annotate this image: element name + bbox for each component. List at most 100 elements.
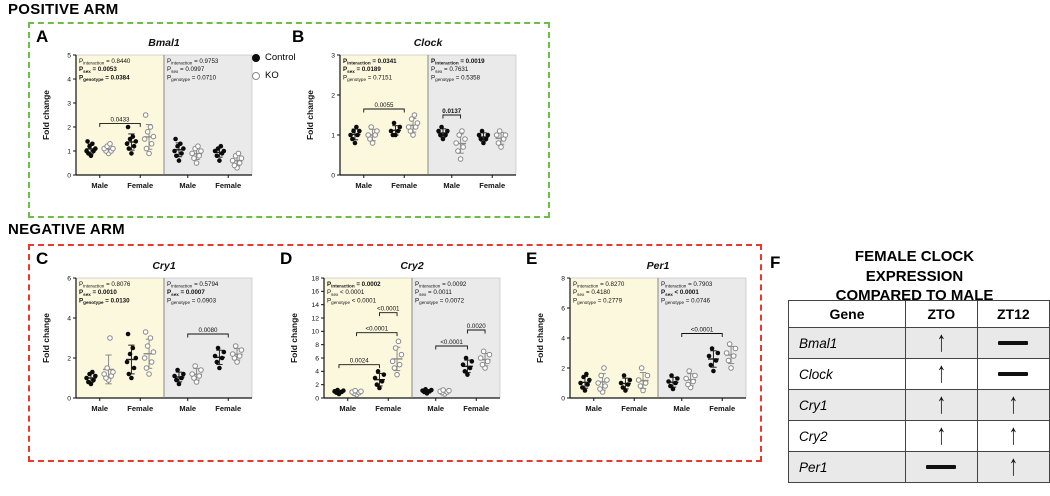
svg-text:0.0137: 0.0137 — [442, 108, 461, 115]
panel-letter-b: B — [292, 27, 305, 46]
gene-name: Bmal1 — [788, 327, 906, 359]
svg-text:Pinteraction = 0.8076: Pinteraction = 0.8076 — [79, 281, 131, 289]
svg-text:Female: Female — [391, 181, 417, 190]
svg-text:10: 10 — [311, 329, 319, 336]
svg-text:Pgenotype = 0.0903: Pgenotype = 0.0903 — [167, 297, 217, 305]
svg-text:14: 14 — [311, 302, 319, 309]
svg-text:4: 4 — [561, 335, 565, 342]
gene-name: Per1 — [788, 451, 906, 483]
bmal1-plot: Bmal1 Fold change 0 1 2 3 4 5 Pinteraction = 0.8… — [41, 37, 253, 190]
svg-text:Pgenotype = 0.2779: Pgenotype = 0.2779 — [573, 297, 623, 305]
svg-text:Fold change: Fold change — [535, 313, 545, 363]
panel-letter-c: C — [36, 249, 49, 268]
svg-text:3: 3 — [331, 52, 335, 59]
svg-text:Male: Male — [339, 404, 356, 413]
panel-letter-a: A — [36, 27, 49, 46]
panel-letter-d: D — [280, 249, 293, 268]
up-arrow-icon: ↑ — [904, 327, 978, 359]
ko-dot-icon — [252, 71, 260, 80]
svg-text:Female: Female — [375, 404, 401, 413]
svg-text:Psex = 0.0189: Psex = 0.0189 — [343, 66, 381, 74]
svg-text:Male: Male — [179, 181, 196, 190]
positive-arm-label: POSITIVE ARM — [8, 1, 119, 18]
svg-text:Pinteraction = 0.0092: Pinteraction = 0.0092 — [415, 281, 467, 289]
up-arrow-icon: ↑ — [976, 451, 1050, 483]
svg-text:Fold change: Fold change — [305, 90, 315, 140]
svg-text:5: 5 — [67, 52, 71, 59]
cry2-plot: Cry2 Fold change 0 2 4 6 8 10 12 14 16 18 Pinteracti… — [289, 260, 501, 413]
up-arrow-icon: ↑ — [904, 389, 978, 421]
svg-text:<0.0001: <0.0001 — [440, 339, 463, 346]
svg-text:Pinteraction = 0.5794: Pinteraction = 0.5794 — [167, 281, 219, 289]
expression-table: Gene ZTO ZT12 Bmal1 ↑ Clock ↑ Cry1 ↑ ↑ Cry2 ↑ ↑ Pe… — [788, 300, 1050, 483]
svg-text:Female: Female — [215, 181, 241, 190]
svg-text:2: 2 — [67, 124, 71, 131]
svg-text:Pgenotype = 0.0746: Pgenotype = 0.0746 — [661, 297, 711, 305]
table-row: Per1 ↑ — [788, 451, 1050, 483]
gene-name: Clock — [788, 358, 906, 390]
svg-text:0: 0 — [315, 395, 319, 402]
legend-control: Control — [252, 52, 296, 63]
svg-text:Psex = 0.0997: Psex = 0.0997 — [167, 66, 205, 74]
svg-text:Pinteraction = 0.0002: Pinteraction = 0.0002 — [327, 281, 381, 289]
svg-text:0: 0 — [67, 395, 71, 402]
negative-arm-label: NEGATIVE ARM — [8, 221, 125, 238]
svg-text:Fold change: Fold change — [41, 313, 51, 363]
svg-text:Fold change: Fold change — [41, 90, 51, 140]
svg-text:<0.0001: <0.0001 — [691, 327, 714, 334]
svg-text:Pgenotype = 0.0130: Pgenotype = 0.0130 — [79, 297, 130, 305]
svg-text:Psex = 0.7631: Psex = 0.7631 — [431, 66, 469, 74]
positive-arm-box — [28, 22, 550, 218]
svg-text:2: 2 — [67, 355, 71, 362]
svg-text:Per1: Per1 — [647, 260, 670, 272]
svg-text:0.0020: 0.0020 — [467, 323, 486, 330]
table-row: Cry1 ↑ ↑ — [788, 389, 1050, 421]
table-header-row: Gene ZTO ZT12 — [788, 300, 1050, 328]
svg-text:Psex < 0.0001: Psex < 0.0001 — [661, 289, 699, 297]
svg-text:0.0080: 0.0080 — [199, 327, 218, 334]
svg-text:Male: Male — [91, 181, 108, 190]
clock-chart: Clock Fold change 0 1 2 3 Pinteraction = 0.034… — [304, 33, 522, 216]
per1-chart: Per1 Fold change 0 2 4 6 8 Pinteraction = 0.827… — [534, 256, 752, 439]
svg-text:Clock: Clock — [414, 37, 444, 49]
no-change-dash-icon — [976, 358, 1050, 390]
per1-plot: Per1 Fold change 0 2 4 6 8 Pinteraction = 0.827… — [535, 260, 747, 413]
svg-text:0: 0 — [67, 172, 71, 179]
negative-arm-box — [28, 244, 762, 462]
svg-text:1: 1 — [331, 132, 335, 139]
svg-text:0: 0 — [331, 172, 335, 179]
svg-text:Female: Female — [463, 404, 489, 413]
svg-text:Pinteraction = 0.8270: Pinteraction = 0.8270 — [573, 281, 625, 289]
svg-text:Psex = 0.0011: Psex = 0.0011 — [415, 289, 452, 297]
svg-text:Psex = 0.0053: Psex = 0.0053 — [79, 66, 117, 74]
svg-text:8: 8 — [315, 342, 319, 349]
svg-text:Pgenotype = 0.0072: Pgenotype = 0.0072 — [415, 297, 465, 305]
svg-text:Pinteraction = 0.0019: Pinteraction = 0.0019 — [431, 58, 485, 66]
svg-text:Female: Female — [127, 404, 153, 413]
up-arrow-icon: ↑ — [904, 420, 978, 452]
svg-text:Male: Male — [443, 181, 460, 190]
svg-text:Female: Female — [621, 404, 647, 413]
svg-text:Female: Female — [215, 404, 241, 413]
svg-text:Cry2: Cry2 — [400, 260, 424, 272]
cry1-chart: Cry1 Fold change 0 2 4 6 Pinteraction = 0.8076… — [40, 256, 258, 439]
expression-table-body: Bmal1 ↑ Clock ↑ Cry1 ↑ ↑ Cry2 ↑ ↑ Per1 ↑ — [788, 327, 1050, 483]
panel-letter-e: E — [526, 249, 538, 268]
svg-text:Female: Female — [127, 181, 153, 190]
legend-control-label: Control — [265, 52, 296, 63]
svg-text:Female: Female — [479, 181, 505, 190]
control-dot-icon — [252, 53, 260, 62]
clock-plot: Clock Fold change 0 1 2 3 Pinteraction = 0.034… — [305, 37, 517, 190]
panel-letter-f: F — [770, 253, 781, 272]
svg-text:3: 3 — [67, 100, 71, 107]
svg-text:6: 6 — [315, 355, 319, 362]
svg-text:Female: Female — [709, 404, 735, 413]
svg-text:0.0433: 0.0433 — [111, 116, 130, 123]
gene-name: Cry2 — [788, 420, 906, 452]
bmal1-chart: Bmal1 Fold change 0 1 2 3 4 5 Pinteraction = 0.8… — [40, 33, 258, 216]
svg-text:Pinteraction = 0.8440: Pinteraction = 0.8440 — [79, 58, 131, 66]
svg-text:Male: Male — [179, 404, 196, 413]
svg-text:Male: Male — [673, 404, 690, 413]
up-arrow-icon: ↑ — [976, 389, 1050, 421]
